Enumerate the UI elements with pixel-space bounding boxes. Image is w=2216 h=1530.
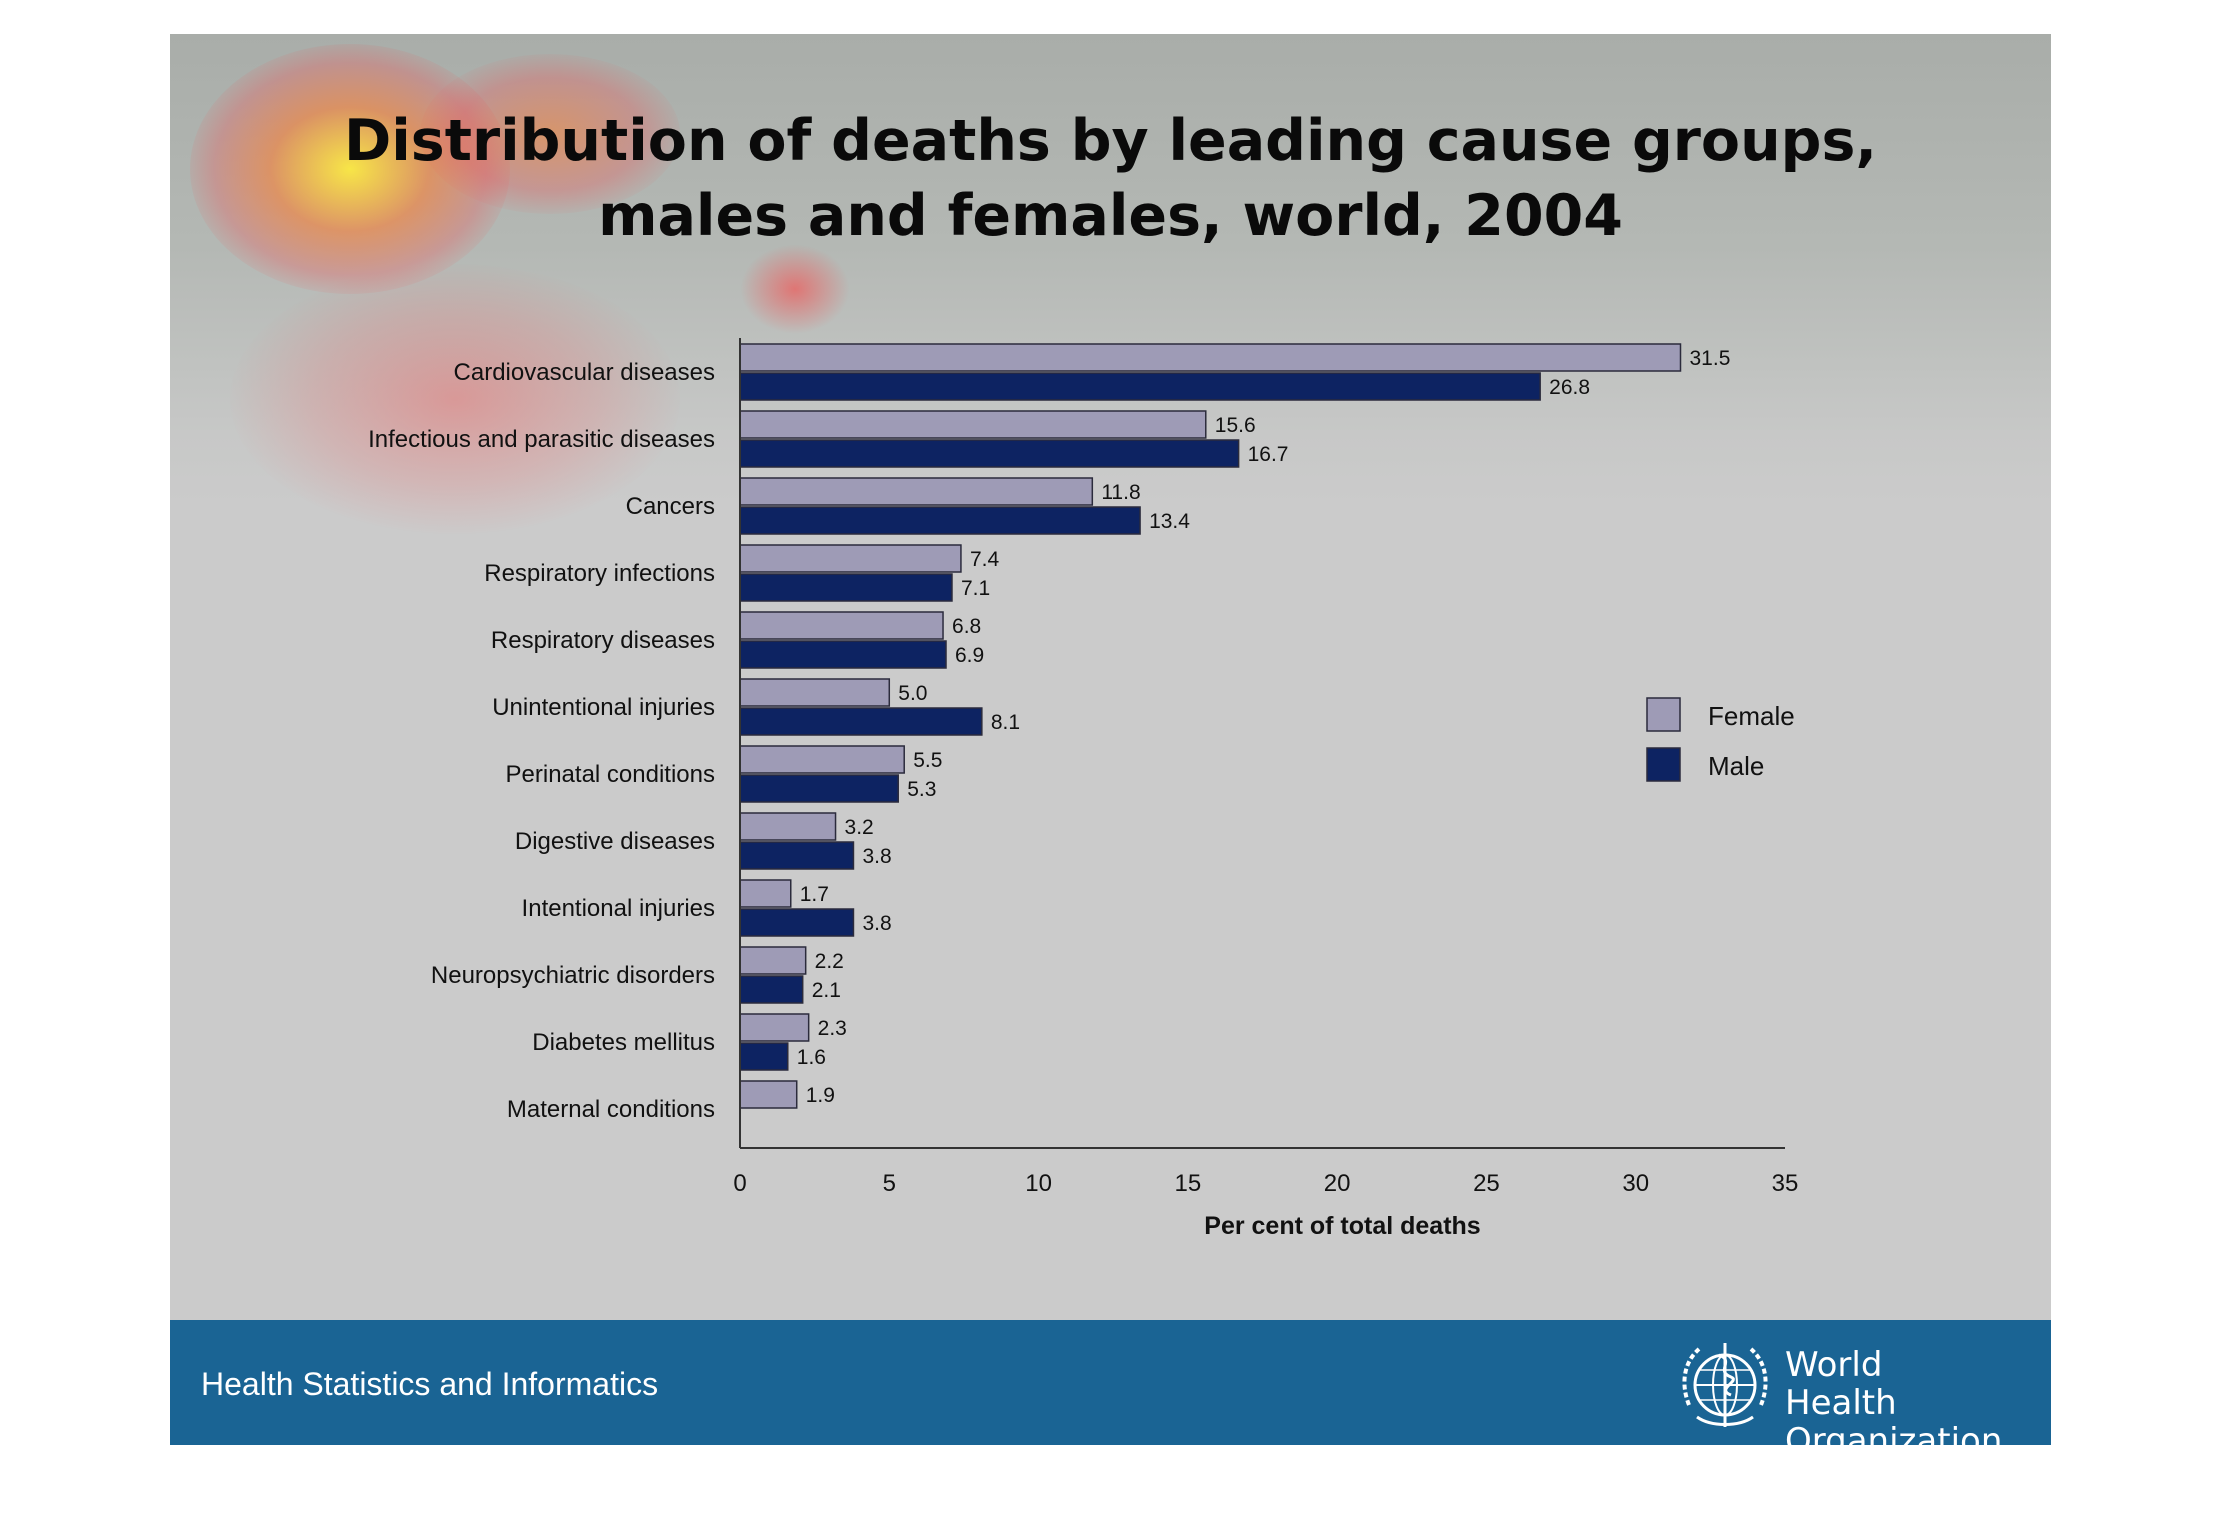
female-bar bbox=[739, 1013, 810, 1042]
category-label: Respiratory diseases bbox=[491, 627, 715, 654]
male-bar bbox=[739, 1042, 789, 1071]
female-bar bbox=[739, 343, 1682, 372]
who-org-name-line-1: World Health bbox=[1785, 1345, 1897, 1423]
female-bar bbox=[739, 1080, 798, 1109]
female-value-label: 1.7 bbox=[800, 883, 829, 906]
legend-label-female: Female bbox=[1708, 701, 1795, 731]
who-emblem-icon bbox=[1682, 1343, 1768, 1427]
category-label: Maternal conditions bbox=[507, 1096, 715, 1123]
male-bar bbox=[739, 908, 855, 937]
x-tick-label: 30 bbox=[1622, 1170, 1649, 1197]
category-label: Infectious and parasitic diseases bbox=[368, 426, 715, 453]
male-value-label: 26.8 bbox=[1549, 376, 1590, 399]
male-bar bbox=[739, 573, 953, 602]
slide: Distribution of deaths by leading cause … bbox=[170, 34, 2051, 1445]
male-bar bbox=[739, 439, 1240, 468]
x-tick-label: 10 bbox=[1025, 1170, 1052, 1197]
who-logo: World Health Organization bbox=[1675, 1332, 2002, 1445]
female-bar bbox=[739, 611, 944, 640]
x-tick-label: 35 bbox=[1772, 1170, 1799, 1197]
male-bar bbox=[739, 640, 947, 669]
female-value-label: 2.2 bbox=[815, 950, 844, 973]
female-bar bbox=[739, 812, 837, 841]
x-axis-title: Per cent of total deaths bbox=[1204, 1212, 1480, 1240]
legend-label-male: Male bbox=[1708, 751, 1764, 781]
female-bar bbox=[739, 745, 905, 774]
female-value-label: 15.6 bbox=[1215, 414, 1256, 437]
male-bar bbox=[739, 506, 1141, 535]
male-value-label: 3.8 bbox=[862, 845, 891, 868]
category-label: Intentional injuries bbox=[522, 895, 715, 922]
female-value-label: 2.3 bbox=[818, 1017, 847, 1040]
chart-title-line-2: males and females, world, 2004 bbox=[598, 183, 1623, 249]
category-label: Cardiovascular diseases bbox=[454, 359, 715, 386]
male-value-label: 3.8 bbox=[862, 912, 891, 935]
legend-swatch-female bbox=[1646, 697, 1681, 732]
category-label: Perinatal conditions bbox=[506, 761, 715, 788]
male-bar bbox=[739, 372, 1541, 401]
who-org-name: World Health Organization bbox=[1785, 1346, 2002, 1445]
female-bar bbox=[739, 477, 1094, 506]
x-tick-label: 20 bbox=[1324, 1170, 1351, 1197]
male-value-label: 6.9 bbox=[955, 644, 984, 667]
category-label: Neuropsychiatric disorders bbox=[431, 962, 715, 989]
x-tick-label: 15 bbox=[1175, 1170, 1202, 1197]
category-label: Digestive diseases bbox=[515, 828, 715, 855]
male-bar bbox=[739, 975, 804, 1004]
male-value-label: 5.3 bbox=[907, 778, 936, 801]
x-tick-label: 0 bbox=[733, 1170, 746, 1197]
female-value-label: 5.5 bbox=[913, 749, 942, 772]
female-value-label: 11.8 bbox=[1101, 481, 1140, 504]
male-value-label: 8.1 bbox=[991, 711, 1020, 734]
x-tick-label: 25 bbox=[1473, 1170, 1500, 1197]
male-value-label: 7.1 bbox=[961, 577, 990, 600]
category-label: Respiratory infections bbox=[484, 560, 715, 587]
female-bar bbox=[739, 544, 962, 573]
male-value-label: 13.4 bbox=[1149, 510, 1190, 533]
footer-text: Health Statistics and Informatics bbox=[201, 1366, 659, 1402]
female-value-label: 7.4 bbox=[970, 548, 1000, 571]
female-bar bbox=[739, 879, 792, 908]
female-value-label: 31.5 bbox=[1690, 347, 1731, 370]
male-value-label: 16.7 bbox=[1248, 443, 1289, 466]
female-bar bbox=[739, 946, 807, 975]
category-label: Diabetes mellitus bbox=[532, 1029, 715, 1056]
female-value-label: 3.2 bbox=[845, 816, 874, 839]
chart-title: Distribution of deaths by leading cause … bbox=[170, 104, 2051, 254]
legend-swatch-male bbox=[1646, 747, 1681, 782]
bar-chart: Cardiovascular diseases Infectious and pa… bbox=[368, 338, 1799, 1240]
female-value-label: 5.0 bbox=[898, 682, 927, 705]
male-bar bbox=[739, 774, 899, 803]
female-bar bbox=[739, 678, 891, 707]
female-value-label: 1.9 bbox=[806, 1084, 835, 1107]
male-bar bbox=[739, 841, 855, 870]
female-value-label: 6.8 bbox=[952, 615, 981, 638]
female-bar bbox=[739, 410, 1207, 439]
male-bar bbox=[739, 707, 983, 736]
category-label: Unintentional injuries bbox=[492, 694, 715, 721]
footer-bar: Health Statistics and Informatics World … bbox=[170, 1320, 2051, 1445]
chart-title-line-1: Distribution of deaths by leading cause … bbox=[343, 108, 1878, 174]
x-tick-label: 5 bbox=[883, 1170, 896, 1197]
who-org-name-line-2: Organization bbox=[1785, 1421, 2003, 1445]
male-value-label: 2.1 bbox=[812, 979, 841, 1002]
category-label: Cancers bbox=[626, 493, 715, 520]
male-value-label: 1.6 bbox=[797, 1046, 826, 1069]
